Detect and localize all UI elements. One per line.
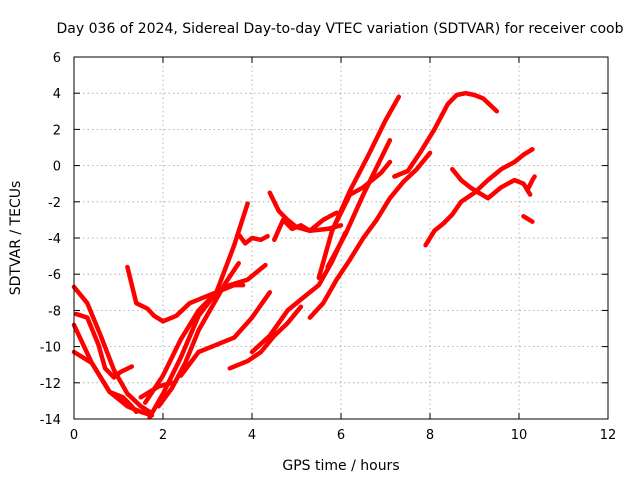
series-s22 bbox=[450, 166, 533, 201]
series-s9 bbox=[156, 261, 241, 409]
y-tick-label: -8 bbox=[48, 304, 61, 319]
series-s5 bbox=[125, 262, 268, 324]
series-s21 bbox=[423, 147, 535, 248]
axis-ticks: 0 2 4 6 8 10 12 -14 -12 -10 -8 -6 -4 -2 0 2 4 6 bbox=[40, 51, 617, 443]
chart-title: Day 036 of 2024, Sidereal Day-to-day VTE… bbox=[57, 21, 624, 37]
y-tick-label: -12 bbox=[40, 377, 61, 392]
series-s7 bbox=[142, 282, 246, 405]
x-tick-label: 0 bbox=[70, 428, 78, 443]
series-s8 bbox=[138, 380, 175, 400]
series-s11 bbox=[236, 232, 270, 246]
y-tick-label: 6 bbox=[53, 51, 61, 66]
y-tick-label: 2 bbox=[53, 123, 61, 138]
y-tick-label: -6 bbox=[48, 268, 61, 283]
x-axis-label: GPS time / hours bbox=[282, 458, 399, 474]
y-tick-label: -14 bbox=[40, 413, 61, 428]
series-s20 bbox=[392, 90, 500, 179]
series-s16 bbox=[316, 94, 402, 281]
x-tick-label: 2 bbox=[159, 428, 167, 443]
series-s4 bbox=[73, 311, 135, 380]
series-s10 bbox=[178, 290, 273, 378]
y-axis-label: SDTVAR / TECUs bbox=[8, 181, 24, 296]
y-tick-label: -4 bbox=[48, 232, 61, 247]
series-s17 bbox=[325, 138, 393, 270]
x-tick-label: 6 bbox=[337, 428, 345, 443]
y-tick-label: -10 bbox=[40, 341, 61, 356]
series-s24 bbox=[521, 214, 535, 224]
y-tick-label: 4 bbox=[53, 87, 61, 102]
x-tick-label: 8 bbox=[426, 428, 434, 443]
y-tick-label: -2 bbox=[48, 196, 61, 211]
x-tick-label: 4 bbox=[248, 428, 256, 443]
series-s23 bbox=[525, 174, 537, 192]
series-s6 bbox=[147, 201, 250, 420]
series-s15 bbox=[272, 210, 339, 243]
series-s3 bbox=[71, 349, 155, 418]
series-layer bbox=[71, 90, 537, 420]
x-tick-label: 10 bbox=[511, 428, 528, 443]
series-s18 bbox=[329, 159, 393, 234]
series-s1 bbox=[71, 284, 152, 415]
series-s19 bbox=[307, 150, 433, 320]
x-tick-label: 12 bbox=[600, 428, 617, 443]
series-s12 bbox=[227, 304, 304, 371]
y-tick-label: 0 bbox=[53, 160, 61, 175]
